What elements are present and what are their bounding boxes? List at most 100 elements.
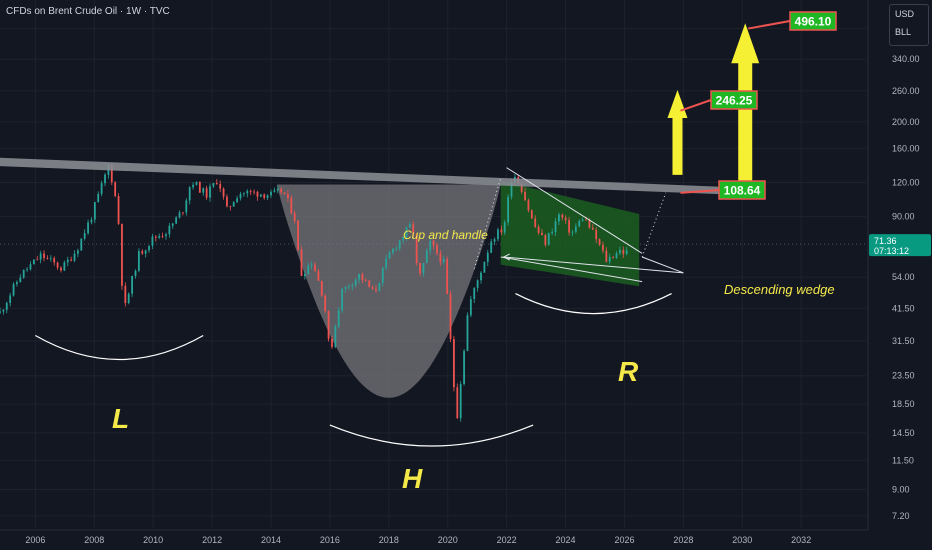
candle-body: [158, 236, 161, 238]
candle-body: [327, 311, 330, 339]
candle-body: [595, 229, 598, 240]
candle-body: [618, 249, 621, 254]
right-shoulder-arc: [515, 293, 672, 315]
time-axis-bg: [0, 530, 868, 550]
candle-body: [310, 264, 313, 266]
current-price-value: 71.36: [874, 236, 897, 246]
candle-body: [219, 184, 222, 189]
candle-body: [205, 188, 208, 198]
arrow-head: [502, 253, 510, 261]
candle-body: [578, 220, 581, 227]
candle-body: [270, 191, 272, 196]
y-tick-label: 18.50: [892, 399, 915, 409]
candle-body: [371, 287, 374, 289]
candle-body: [625, 250, 628, 254]
candle-body: [378, 282, 381, 291]
candle-body: [300, 249, 303, 276]
candle-body: [446, 259, 449, 294]
candle-body: [602, 244, 604, 251]
candle-body: [114, 182, 117, 197]
candle-body: [22, 269, 25, 278]
candle-body: [615, 253, 618, 258]
chart-title: CFDs on Brent Crude Oil · 1W · TVC: [6, 6, 170, 17]
candle-body: [544, 235, 547, 245]
candle-body: [520, 184, 523, 193]
candle-body: [456, 387, 459, 419]
candle-body: [222, 188, 225, 197]
y-tick-label: 41.50: [892, 303, 915, 313]
x-tick-label: 2022: [497, 535, 517, 545]
candle-body: [192, 184, 194, 188]
candle-body: [2, 309, 5, 312]
candle-body: [249, 191, 252, 192]
candle-body: [188, 187, 191, 201]
candle-body: [297, 220, 299, 250]
current-price-tag-bg: [869, 234, 931, 257]
candle-body: [239, 193, 242, 199]
candle-body: [568, 220, 570, 233]
candle-body: [388, 252, 391, 259]
candle-body: [358, 273, 360, 280]
candle-body: [117, 196, 120, 224]
price-axis-bg: [868, 0, 932, 550]
candle-body: [503, 222, 506, 233]
y-tick-label: 120.00: [892, 178, 920, 188]
candle-body: [598, 239, 601, 245]
candle-body: [612, 257, 615, 258]
candle-body: [547, 233, 550, 245]
y-tick-label: 9.00: [892, 484, 910, 494]
candle-body: [253, 191, 255, 193]
candle-body: [127, 293, 130, 303]
candle-body: [280, 188, 283, 193]
candle-body: [334, 326, 337, 347]
target-arrow-small: [667, 90, 688, 175]
candle-body: [236, 198, 239, 203]
y-tick-label: 200.00: [892, 117, 920, 127]
candle-body: [287, 194, 289, 199]
candle-body: [87, 222, 89, 234]
candle-body: [622, 249, 625, 254]
candle-body: [320, 280, 323, 296]
candle-body: [453, 339, 455, 388]
candle-body: [104, 174, 106, 184]
x-tick-label: 2026: [614, 535, 634, 545]
candle-body: [530, 210, 533, 219]
head-label: H: [402, 463, 423, 494]
projection-dotted-line: [641, 192, 667, 258]
candle-body: [408, 224, 411, 228]
candle-body: [19, 277, 22, 283]
candle-body: [500, 229, 503, 233]
candle-body: [307, 265, 310, 274]
bar-countdown: 07:13:12: [874, 246, 909, 256]
candle-body: [26, 269, 28, 271]
candle-body: [510, 181, 513, 197]
candle-body: [97, 193, 100, 203]
candle-body: [144, 250, 147, 254]
candle-body: [439, 253, 442, 263]
candle-body: [476, 280, 479, 288]
candle-body: [283, 192, 286, 195]
candle-body: [351, 285, 354, 287]
currency-unit-box[interactable]: USD BLL: [889, 4, 929, 46]
target-2-box: [710, 90, 758, 110]
candle-body: [466, 315, 469, 351]
candle-body: [564, 217, 567, 221]
candle-body: [398, 240, 401, 249]
candle-body: [110, 165, 113, 183]
candle-body: [412, 224, 415, 234]
y-tick-label: 160.00: [892, 143, 920, 153]
candle-body: [541, 232, 543, 236]
candle-body: [137, 251, 140, 271]
candle-body: [436, 245, 438, 254]
target-1-label: 108.64: [724, 184, 761, 198]
candle-body: [317, 271, 320, 281]
candle-body: [497, 229, 499, 240]
candle-body: [473, 287, 476, 300]
currency-code: USD: [895, 9, 915, 19]
candle-body: [425, 250, 428, 264]
candle-body: [405, 227, 408, 238]
candle-body: [198, 182, 201, 193]
candle-body: [53, 258, 56, 263]
